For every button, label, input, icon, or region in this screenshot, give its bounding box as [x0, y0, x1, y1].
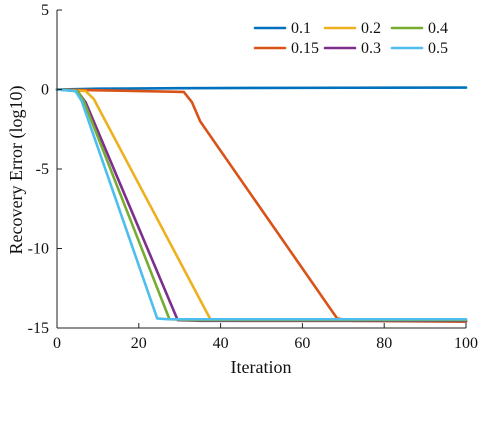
y-tick-label: 5 — [41, 2, 49, 19]
series-line-0-5 — [55, 88, 468, 321]
x-axis-title: Iteration — [231, 357, 292, 377]
plot-area — [55, 86, 468, 323]
legend-label: 0.4 — [428, 20, 448, 37]
x-tick-label: 60 — [294, 335, 310, 352]
axes: 0 20 40 60 80 100 5 0 -5 -10 -15 — [28, 2, 478, 352]
legend-label: 0.5 — [428, 40, 448, 57]
y-tick-label: -10 — [28, 241, 49, 258]
y-tick-label: 0 — [41, 82, 49, 99]
y-axis-title: Recovery Error (log10) — [6, 86, 27, 255]
x-tick-label: 20 — [131, 335, 147, 352]
x-tick-label: 100 — [454, 335, 478, 352]
series-line-0-1 — [55, 86, 468, 91]
legend-label: 0.3 — [361, 40, 381, 57]
legend-label: 0.1 — [291, 20, 311, 37]
x-tick-label: 0 — [53, 335, 61, 352]
legend-label: 0.15 — [291, 40, 319, 57]
y-tick-label: -15 — [28, 320, 49, 337]
legend-label: 0.2 — [361, 20, 381, 37]
x-tick-label: 80 — [376, 335, 392, 352]
legend: 0.1 0.2 0.4 0.15 0.3 0.5 — [253, 20, 448, 57]
y-tick-label: -5 — [36, 161, 49, 178]
x-tick-label: 40 — [213, 335, 229, 352]
